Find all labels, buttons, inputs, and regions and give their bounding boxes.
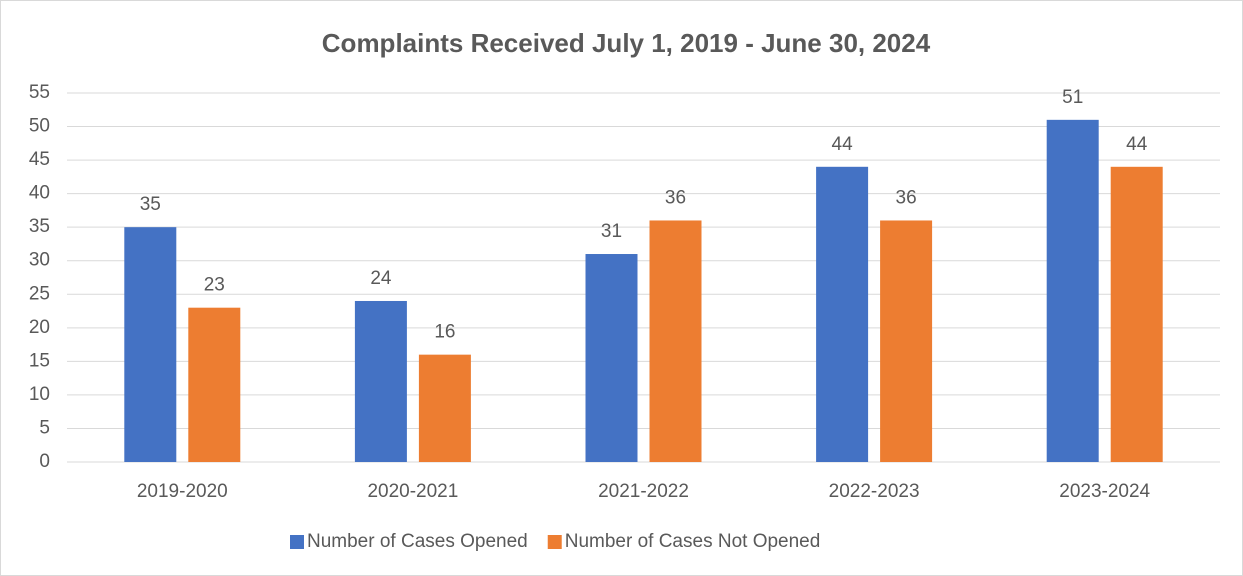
bar bbox=[188, 307, 241, 462]
data-label: 44 bbox=[1126, 134, 1148, 155]
y-tick-label: 0 bbox=[39, 451, 50, 472]
y-tick-label: 25 bbox=[29, 283, 50, 304]
x-tick-label: 2020-2021 bbox=[367, 481, 458, 502]
data-label: 23 bbox=[204, 275, 225, 296]
data-label: 36 bbox=[665, 187, 686, 208]
bar bbox=[816, 166, 869, 463]
y-tick-label: 35 bbox=[29, 216, 50, 237]
data-label: 16 bbox=[434, 322, 455, 343]
legend-swatch bbox=[290, 535, 304, 549]
y-tick-label: 5 bbox=[39, 417, 50, 438]
data-label: 51 bbox=[1062, 87, 1083, 108]
bar bbox=[880, 220, 933, 462]
x-tick-label: 2021-2022 bbox=[598, 481, 689, 502]
y-tick-label: 15 bbox=[29, 350, 50, 371]
y-tick-label: 10 bbox=[29, 384, 50, 405]
y-tick-label: 50 bbox=[29, 116, 50, 137]
data-label: 24 bbox=[370, 268, 392, 289]
x-tick-label: 2022-2023 bbox=[829, 481, 920, 502]
bar bbox=[1110, 166, 1163, 463]
data-label: 36 bbox=[896, 187, 917, 208]
x-tick-label: 2019-2020 bbox=[137, 481, 228, 502]
bar bbox=[124, 227, 177, 462]
bar bbox=[418, 354, 471, 462]
legend-label: Number of Cases Opened bbox=[307, 531, 528, 552]
y-tick-label: 20 bbox=[29, 317, 50, 338]
legend-swatch bbox=[547, 535, 562, 549]
y-tick-label: 45 bbox=[29, 149, 50, 170]
data-label: 31 bbox=[601, 221, 622, 242]
y-tick-label: 55 bbox=[29, 82, 50, 103]
bar bbox=[354, 300, 407, 462]
data-label: 44 bbox=[832, 134, 854, 155]
legend-label: Number of Cases Not Opened bbox=[565, 531, 821, 552]
bar bbox=[1046, 119, 1099, 462]
bar bbox=[585, 254, 638, 462]
bar bbox=[649, 220, 702, 462]
data-label: 35 bbox=[140, 194, 161, 215]
y-tick-label: 30 bbox=[29, 250, 50, 271]
x-tick-label: 2023-2024 bbox=[1059, 481, 1150, 502]
y-tick-label: 40 bbox=[29, 183, 50, 204]
chart-title: Complaints Received July 1, 2019 - June … bbox=[322, 28, 931, 58]
